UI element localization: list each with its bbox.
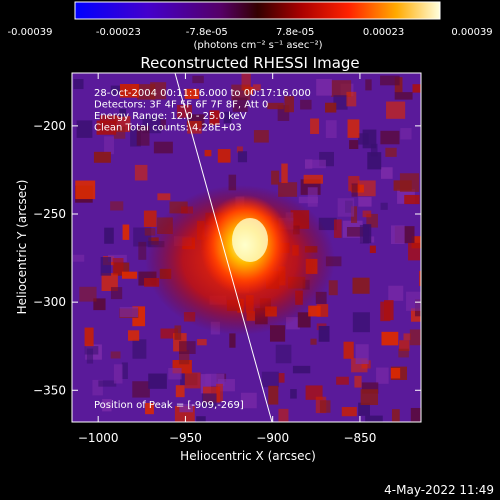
- plot-frame: [71, 72, 422, 423]
- colorbar-ticks: -0.00039 -0.00023 -7.8e-05 7.8e-05 0.00023 0.…: [8, 27, 493, 38]
- colorbar-units-label: (photons cm⁻² s⁻¹ asec⁻²): [193, 40, 322, 51]
- solar-limb: [174, 73, 273, 422]
- y-tick-label: −200: [33, 119, 66, 133]
- solar-image: [72, 73, 421, 422]
- x-axis-label: Heliocentric X (arcsec): [180, 449, 316, 463]
- colorbar-tick-label: -0.00039: [8, 27, 53, 38]
- info-line: 28-Oct-2004 00:11:16.000 to 00:17:16.000: [94, 88, 311, 99]
- info-line: Clean Total counts: 4.28E+03: [94, 123, 242, 134]
- x-tick-label: −950: [169, 431, 202, 445]
- peak-position-label: Position of Peak = [-909,-269]: [94, 400, 244, 411]
- colorbar-tick-label: -0.00023: [96, 27, 141, 38]
- y-tick-label: −350: [33, 383, 66, 397]
- x-tick-label: −850: [343, 431, 376, 445]
- y-axis-label: Heliocentric Y (arcsec): [15, 180, 29, 315]
- colorbar-tick-label: -7.8e-05: [186, 27, 228, 38]
- y-tick-label: −250: [33, 207, 66, 221]
- colorbar-tick-label: 0.00039: [451, 27, 492, 38]
- x-axis-ticks: −1000 −950 −900 −850: [78, 73, 376, 445]
- x-tick-label: −900: [256, 431, 289, 445]
- colorbar-tick-label: 7.8e-05: [276, 27, 314, 38]
- image-info: 28-Oct-2004 00:11:16.000 to 00:17:16.000…: [94, 88, 311, 134]
- y-tick-label: −300: [33, 295, 66, 309]
- y-axis-ticks: −200 −250 −300 −350: [33, 119, 421, 397]
- info-line: Energy Range: 12.0 - 25.0 keV: [94, 111, 247, 122]
- plot-title: Reconstructed RHESSI Image: [140, 54, 359, 72]
- colorbar: [74, 1, 441, 20]
- footer-date: 4-May-2022 11:49: [384, 483, 494, 497]
- colorbar-tick-label: 0.00023: [363, 27, 404, 38]
- info-line: Detectors: 3F 4F 5F 6F 7F 8F, Att 0: [94, 100, 268, 111]
- x-tick-label: −1000: [78, 431, 119, 445]
